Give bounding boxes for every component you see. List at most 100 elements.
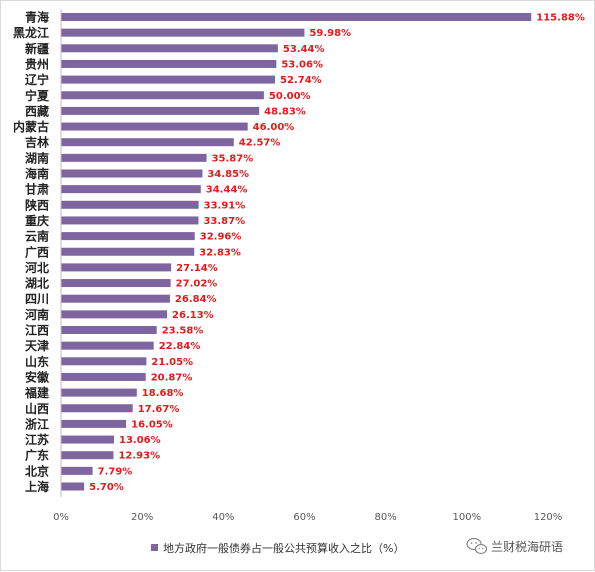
bar-17	[61, 279, 171, 288]
data-label-17: 27.02%	[176, 279, 218, 290]
data-label-5: 50.00%	[269, 91, 311, 102]
bar-10	[61, 169, 203, 178]
data-label-21: 22.84%	[159, 341, 201, 352]
legend-label: 地方政府一般债券占一般公共预算收入之比（%）	[163, 541, 404, 555]
bar-12	[61, 200, 199, 209]
x-tick-label-1: 20%	[131, 512, 153, 523]
bar-21	[61, 341, 154, 350]
data-label-9: 35.87%	[212, 153, 254, 164]
category-label-26: 浙江	[25, 416, 49, 431]
bar-0	[61, 13, 532, 21]
data-label-22: 21.05%	[151, 357, 193, 368]
bar-6	[61, 106, 260, 115]
data-label-0: 115.88%	[536, 13, 585, 24]
bar-23	[61, 372, 146, 381]
bar-14	[61, 232, 195, 241]
bar-19	[61, 310, 168, 319]
data-label-27: 13.06%	[119, 435, 161, 446]
data-label-7: 46.00%	[253, 122, 295, 133]
data-label-2: 53.44%	[283, 44, 325, 55]
category-label-7: 内蒙古	[13, 119, 49, 134]
bar-25	[61, 404, 133, 413]
category-label-8: 吉林	[25, 135, 49, 150]
x-tick-label-2: 40%	[212, 512, 234, 523]
data-label-12: 33.91%	[204, 200, 246, 211]
data-label-24: 18.68%	[142, 388, 184, 399]
bar-5	[61, 91, 264, 100]
category-label-15: 广西	[25, 244, 49, 259]
bar-18	[61, 294, 170, 303]
category-label-10: 海南	[25, 166, 49, 181]
category-label-6: 西藏	[25, 103, 49, 118]
watermark: 兰财税海研语	[466, 537, 563, 555]
data-label-19: 26.13%	[172, 310, 214, 321]
category-label-21: 天津	[25, 338, 49, 353]
wechat-icon	[466, 537, 488, 555]
bar-22	[61, 357, 147, 366]
bar-30	[61, 482, 85, 491]
bar-3	[61, 59, 277, 68]
category-label-12: 陕西	[25, 197, 49, 212]
category-label-24: 福建	[24, 385, 50, 400]
category-label-9: 湖南	[25, 150, 49, 165]
data-label-11: 34.44%	[206, 185, 248, 196]
category-label-30: 上海	[25, 479, 49, 494]
data-label-16: 27.14%	[176, 263, 218, 274]
category-label-5: 宁夏	[25, 88, 50, 103]
bar-27	[61, 435, 114, 444]
category-label-20: 江西	[25, 323, 49, 338]
category-label-27: 江苏	[25, 432, 49, 447]
data-label-1: 59.98%	[309, 28, 351, 39]
legend-swatch	[151, 544, 158, 551]
bar-2	[61, 44, 278, 53]
data-label-29: 7.79%	[98, 466, 133, 477]
bar-29	[61, 466, 93, 475]
data-label-20: 23.58%	[162, 326, 204, 337]
data-label-3: 53.06%	[281, 59, 323, 70]
x-tick-label-3: 60%	[293, 512, 315, 523]
bar-4	[61, 75, 276, 84]
category-label-22: 山东	[25, 354, 49, 369]
x-axis-ticks: 0% 20% 40% 60% 80% 100% 120%	[53, 512, 562, 523]
bar-1	[61, 28, 305, 37]
category-label-25: 山西	[25, 401, 49, 416]
category-label-29: 北京	[25, 463, 49, 478]
category-label-0: 青海	[25, 10, 49, 25]
data-label-13: 33.87%	[203, 216, 245, 227]
bar-13	[61, 216, 199, 225]
category-label-16: 河北	[24, 260, 49, 275]
bar-9	[61, 153, 207, 162]
category-label-13: 重庆	[25, 213, 49, 228]
category-label-1: 黑龙江	[13, 25, 49, 40]
bar-26	[61, 419, 127, 428]
category-label-28: 广东	[25, 448, 49, 463]
data-label-23: 20.87%	[151, 372, 193, 383]
x-tick-label-6: 120%	[534, 512, 563, 523]
x-tick-label-0: 0%	[53, 512, 69, 523]
category-label-18: 四川	[25, 292, 49, 306]
legend: 地方政府一般债券占一般公共预算收入之比（%）	[151, 541, 404, 555]
category-label-3: 贵州	[25, 56, 49, 71]
data-label-30: 5.70%	[89, 482, 124, 493]
data-label-6: 48.83%	[264, 106, 306, 117]
bar-15	[61, 247, 195, 256]
data-label-26: 16.05%	[131, 419, 173, 430]
data-label-15: 32.83%	[199, 247, 241, 258]
bar-7	[61, 122, 248, 131]
category-label-2: 新疆	[25, 41, 49, 56]
data-label-18: 26.84%	[175, 294, 217, 305]
category-label-17: 湖北	[25, 276, 49, 291]
data-label-28: 12.93%	[118, 451, 160, 462]
data-label-25: 17.67%	[138, 404, 180, 415]
category-label-23: 安徽	[25, 369, 50, 384]
data-labels: 115.88% 59.98% 53.44% 53.06% 52.74% 50.00% 48.…	[89, 13, 585, 494]
data-label-14: 32.96%	[200, 232, 242, 243]
bar-8	[61, 138, 234, 147]
category-label-19: 河南	[24, 307, 49, 322]
bars-layer	[61, 13, 532, 491]
bar-16	[61, 263, 172, 272]
x-tick-label-4: 80%	[375, 512, 397, 523]
bar-24	[61, 388, 137, 397]
